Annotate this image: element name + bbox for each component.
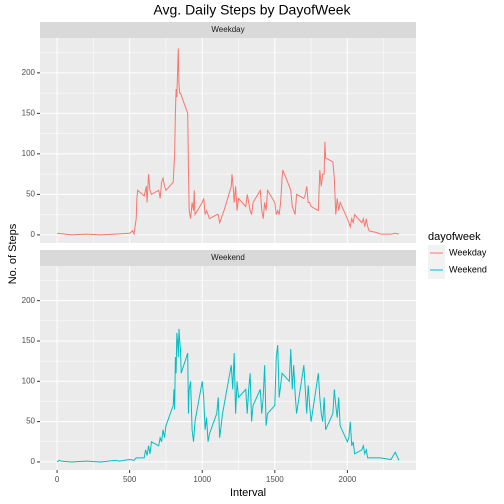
legend-label: Weekend bbox=[449, 264, 487, 274]
y-tick-label: 150 bbox=[22, 336, 36, 345]
y-tick-label: 50 bbox=[26, 417, 35, 426]
x-tick-label: 1000 bbox=[193, 475, 211, 484]
y-tick-label: 50 bbox=[26, 189, 35, 198]
y-tick-label: 200 bbox=[22, 68, 36, 77]
legend-label: Weekday bbox=[449, 247, 487, 257]
legend-title: dayofweek bbox=[428, 231, 481, 243]
x-tick-label: 1500 bbox=[266, 475, 284, 484]
strip bbox=[40, 22, 416, 38]
y-tick-label: 0 bbox=[31, 230, 36, 239]
x-axis-label: Interval bbox=[230, 487, 266, 499]
strip-label: Weekday bbox=[211, 25, 244, 34]
y-tick-label: 200 bbox=[22, 296, 36, 305]
x-tick-label: 500 bbox=[123, 475, 137, 484]
x-tick-label: 2000 bbox=[338, 475, 356, 484]
strip bbox=[40, 250, 416, 266]
x-tick-label: 0 bbox=[55, 475, 60, 484]
panel-background bbox=[40, 266, 416, 470]
y-tick-label: 0 bbox=[31, 457, 36, 466]
strip-label: Weekend bbox=[211, 253, 245, 262]
chart-title: Avg. Daily Steps by DayofWeek bbox=[153, 2, 351, 18]
panel-background bbox=[40, 38, 416, 243]
y-tick-label: 150 bbox=[22, 108, 36, 117]
y-tick-label: 100 bbox=[22, 376, 36, 385]
y-axis-label: No. of Steps bbox=[7, 223, 19, 284]
data-line bbox=[56, 328, 400, 463]
y-tick-label: 100 bbox=[22, 149, 36, 158]
data-line bbox=[57, 48, 400, 236]
